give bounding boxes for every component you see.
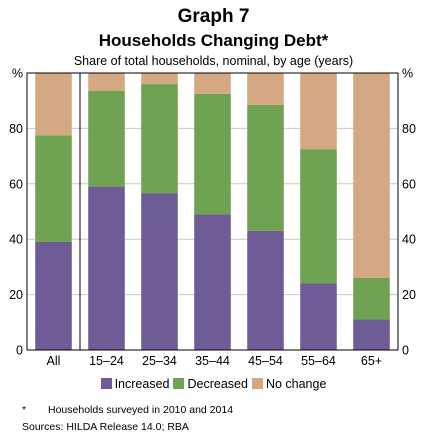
y-tick-label-left: 0 — [16, 344, 23, 358]
bar-decreased — [194, 93, 231, 215]
chart-units-label: Share of total households, nominal, by a… — [73, 54, 354, 68]
y-tick-label-right: 60 — [402, 177, 416, 191]
legend-item: No change — [251, 377, 327, 392]
bar-no-change — [88, 73, 125, 92]
bar-no-change — [353, 73, 390, 278]
bar-no-change — [247, 73, 284, 105]
bar-increased — [247, 230, 284, 350]
legend-swatch — [100, 378, 112, 389]
legend-label: No change — [265, 377, 327, 391]
legend: Increased Decreased No change — [0, 377, 427, 392]
bar-decreased — [141, 84, 178, 194]
plot-border — [26, 72, 399, 351]
bar-increased — [88, 186, 125, 350]
y-unit-left: % — [12, 67, 23, 81]
bar-increased — [194, 214, 231, 350]
y-tick-label-left: 60 — [9, 177, 23, 191]
x-tick-label: 15–24 — [89, 354, 124, 368]
x-tick-label: 65+ — [361, 354, 382, 368]
y-tick-label-right: 80 — [402, 122, 416, 136]
legend-swatch — [173, 378, 185, 389]
footnote: * Households surveyed in 2010 and 2014 — [22, 404, 233, 417]
chart-subtitle: Households Changing Debt* — [98, 31, 329, 50]
y-tick-label-left: 80 — [9, 122, 23, 136]
bar-increased — [35, 241, 72, 350]
legend-item: Decreased — [173, 377, 248, 392]
legend-item: Increased — [100, 377, 170, 392]
bar-decreased — [35, 135, 72, 242]
bar-decreased — [247, 104, 284, 231]
bar-no-change — [194, 73, 231, 94]
bar-no-change — [35, 73, 72, 136]
bar-decreased — [88, 91, 125, 187]
footnote-mark: * — [22, 404, 27, 416]
y-tick-label-right: 0 — [402, 344, 409, 358]
x-tick-label: All — [47, 354, 61, 368]
legend-label: Increased — [114, 377, 170, 391]
sources: Sources: HILDA Release 14.0; RBA — [22, 421, 189, 433]
plot-frame — [26, 72, 399, 351]
y-unit-right: % — [402, 67, 413, 81]
chart-title: Graph 7 — [177, 6, 250, 27]
y-tick-label-right: 20 — [402, 288, 416, 302]
bar-increased — [353, 319, 390, 350]
y-tick-label-left: 40 — [9, 233, 23, 247]
bar-no-change — [141, 73, 178, 85]
x-tick-label: 35–44 — [195, 354, 230, 368]
legend-label: Decreased — [187, 377, 248, 391]
y-tick-label-right: 40 — [402, 233, 416, 247]
y-tick-labels: 0 0 20 20 40 40 60 60 80 80%% — [9, 67, 416, 358]
x-tick-label: 55–64 — [301, 354, 336, 368]
bar-increased — [141, 193, 178, 350]
x-tick-label: 25–34 — [142, 354, 177, 368]
footnote-text: Households surveyed in 2010 and 2014 — [48, 404, 234, 416]
x-tick-label: 45–54 — [248, 354, 283, 368]
bar-decreased — [300, 149, 337, 284]
x-tick-labels: All 15–24 25–34 35–44 45–54 55–64 65+ — [47, 354, 383, 368]
bar-no-change — [300, 73, 337, 150]
bar-decreased — [353, 277, 390, 320]
bars — [35, 73, 390, 350]
legend-swatch — [251, 378, 263, 389]
y-tick-label-left: 20 — [9, 288, 23, 302]
bar-increased — [300, 283, 337, 350]
